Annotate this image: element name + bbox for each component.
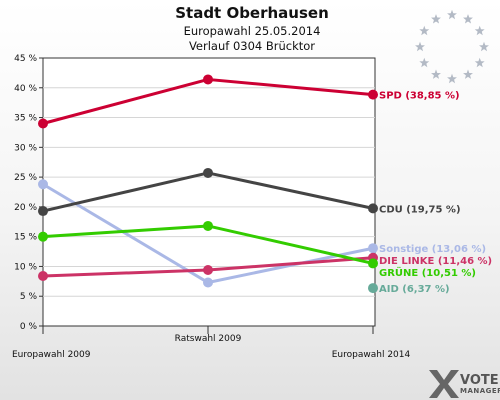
end-label-gruene: GRÜNE (10,51 %) — [379, 265, 476, 279]
y-tick-label: 35 % — [14, 114, 37, 124]
end-label-sonstige: Sonstige (13,06 %) — [379, 244, 486, 255]
star-icon — [431, 14, 441, 24]
star-icon — [474, 25, 485, 36]
y-tick-label: 0 % — [20, 322, 38, 332]
star-icon — [419, 25, 430, 36]
data-point-sonstige — [368, 243, 378, 254]
end-label-cdu: CDU (19,75 %) — [379, 204, 461, 215]
x-axis-ticks: Europawahl 2009 Ratswahl 2009 Europawahl 2… — [12, 326, 411, 360]
y-tick-label: 5 % — [20, 292, 38, 302]
star-icon — [419, 57, 430, 68]
y-axis-ticks: 0 % 5 % 10 % 15 % 20 % 25 % 30 % 35 % 40 % 45 % — [14, 54, 43, 332]
brand-line-2: MANAGER — [460, 387, 500, 395]
data-point-gruene — [38, 231, 48, 242]
star-icon — [474, 57, 485, 68]
data-point-aid — [368, 283, 378, 294]
end-labels: SPD (38,85 %) CDU (19,75 %) Sonstige (13,0… — [379, 91, 492, 295]
end-label-linke: DIE LINKE (11,46 %) — [379, 256, 492, 267]
star-icon — [431, 69, 441, 79]
star-icon — [463, 14, 473, 24]
data-point-linke — [203, 265, 213, 276]
vote-manager-x-icon — [429, 370, 459, 398]
y-tick-label: 20 % — [14, 203, 37, 213]
series-group — [38, 74, 378, 294]
vote-manager-logo: VOTE MANAGER — [429, 370, 500, 398]
data-point-linke — [38, 270, 48, 281]
data-point-cdu — [203, 167, 213, 178]
data-point-spd — [203, 74, 213, 85]
data-point-gruene — [203, 220, 213, 231]
star-icon — [463, 69, 473, 79]
chart-subtitle-1: Europawahl 25.05.2014 — [184, 24, 321, 38]
star-icon — [479, 41, 489, 52]
star-icon — [447, 73, 457, 84]
data-point-sonstige — [203, 277, 213, 288]
y-tick-label: 30 % — [14, 143, 37, 153]
brand-line-1: VOTE — [460, 373, 499, 388]
data-point-spd — [368, 89, 378, 100]
star-icon — [447, 9, 457, 20]
y-tick-label: 45 % — [14, 54, 37, 64]
y-tick-label: 15 % — [14, 233, 37, 243]
eu-stars-logo — [415, 9, 489, 84]
data-point-cdu — [368, 203, 378, 214]
data-point-gruene — [368, 258, 378, 269]
y-tick-label: 10 % — [14, 262, 37, 272]
star-icon — [415, 41, 425, 52]
data-point-cdu — [38, 206, 48, 217]
x-tick-label: Europawahl 2014 — [332, 350, 411, 360]
x-tick-label: Europawahl 2009 — [12, 350, 91, 360]
y-tick-label: 40 % — [14, 84, 37, 94]
end-label-aid: AID (6,37 %) — [379, 284, 450, 295]
end-label-spd: SPD (38,85 %) — [379, 91, 460, 102]
chart-title: Stadt Oberhausen — [175, 4, 329, 22]
data-point-sonstige — [38, 179, 48, 190]
x-tick-label: Ratswahl 2009 — [175, 334, 242, 344]
data-point-spd — [38, 118, 48, 129]
y-tick-label: 25 % — [14, 173, 37, 183]
chart-subtitle-2: Verlauf 0304 Brücktor — [189, 39, 315, 53]
